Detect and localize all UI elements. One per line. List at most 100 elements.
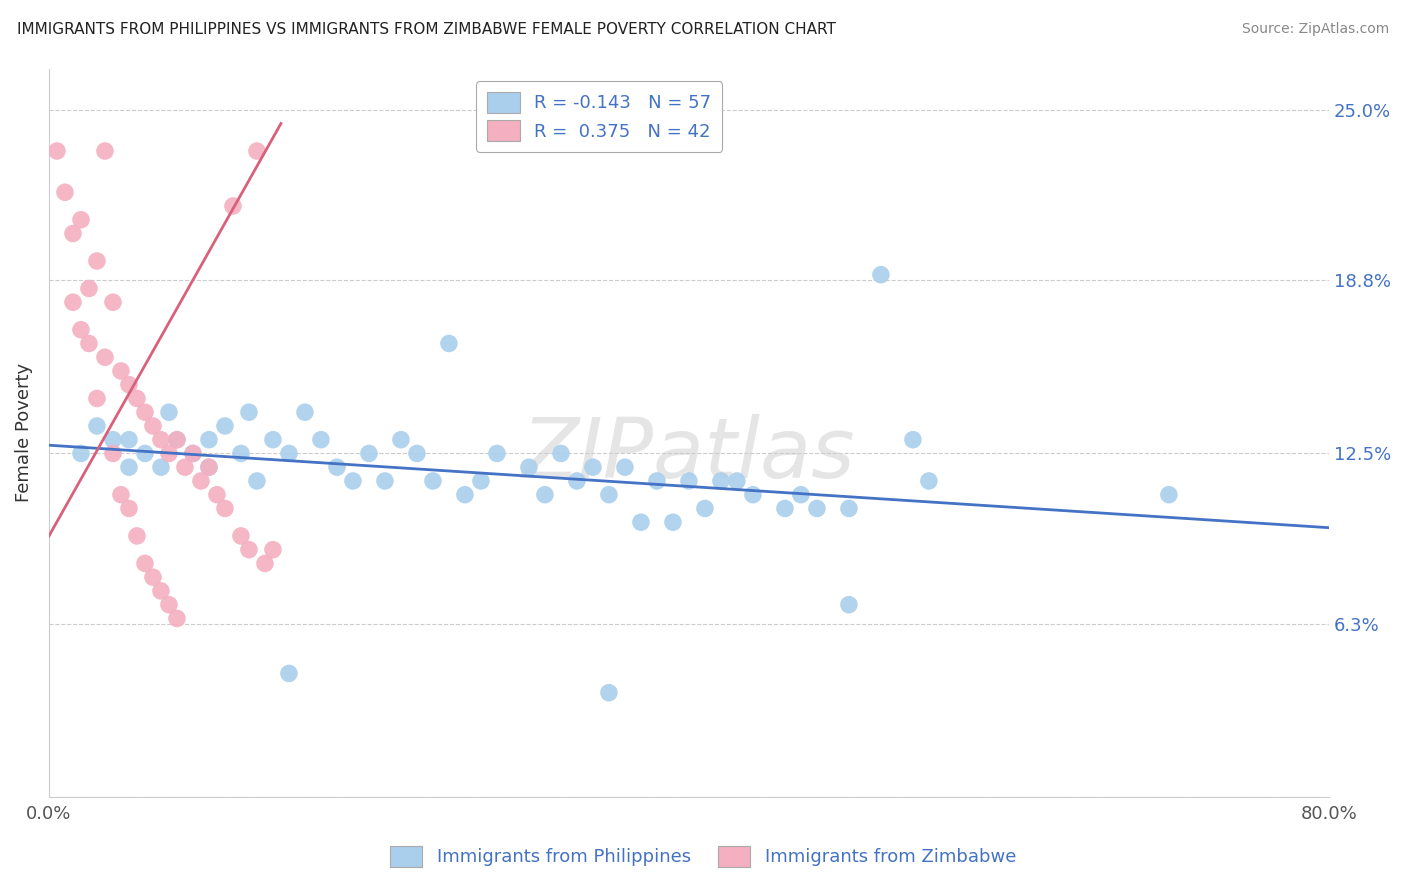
Point	[262, 542, 284, 557]
Point	[238, 405, 260, 419]
Point	[918, 474, 941, 488]
Legend: R = -0.143   N = 57, R =  0.375   N = 42: R = -0.143 N = 57, R = 0.375 N = 42	[477, 81, 723, 152]
Point	[110, 488, 132, 502]
Point	[70, 446, 93, 460]
Point	[86, 254, 108, 268]
Point	[214, 501, 236, 516]
Point	[62, 295, 84, 310]
Point	[62, 227, 84, 241]
Point	[198, 433, 221, 447]
Point	[838, 598, 860, 612]
Point	[678, 474, 700, 488]
Point	[374, 474, 396, 488]
Point	[118, 433, 141, 447]
Point	[598, 488, 620, 502]
Point	[389, 433, 412, 447]
Point	[326, 460, 349, 475]
Point	[342, 474, 364, 488]
Point	[294, 405, 316, 419]
Point	[70, 323, 93, 337]
Point	[693, 501, 716, 516]
Point	[517, 460, 540, 475]
Point	[101, 295, 124, 310]
Point	[437, 336, 460, 351]
Point	[238, 542, 260, 557]
Point	[118, 501, 141, 516]
Point	[742, 488, 765, 502]
Point	[149, 433, 172, 447]
Point	[110, 364, 132, 378]
Point	[1157, 488, 1180, 502]
Point	[101, 446, 124, 460]
Legend: Immigrants from Philippines, Immigrants from Zimbabwe: Immigrants from Philippines, Immigrants …	[382, 838, 1024, 874]
Point	[870, 268, 893, 282]
Point	[142, 570, 165, 584]
Point	[662, 515, 685, 529]
Point	[454, 488, 477, 502]
Point	[134, 557, 156, 571]
Point	[534, 488, 557, 502]
Point	[77, 281, 100, 295]
Point	[278, 446, 301, 460]
Point	[125, 529, 148, 543]
Point	[838, 501, 860, 516]
Point	[773, 501, 796, 516]
Point	[790, 488, 813, 502]
Point	[613, 460, 636, 475]
Point	[174, 460, 197, 475]
Point	[309, 433, 332, 447]
Point	[901, 433, 924, 447]
Point	[149, 460, 172, 475]
Point	[229, 529, 252, 543]
Point	[198, 460, 221, 475]
Text: Source: ZipAtlas.com: Source: ZipAtlas.com	[1241, 22, 1389, 37]
Point	[630, 515, 652, 529]
Point	[598, 686, 620, 700]
Point	[118, 460, 141, 475]
Point	[125, 392, 148, 406]
Point	[710, 474, 733, 488]
Point	[142, 419, 165, 434]
Point	[134, 405, 156, 419]
Point	[246, 144, 269, 158]
Point	[94, 144, 117, 158]
Point	[190, 474, 212, 488]
Point	[157, 598, 180, 612]
Point	[645, 474, 668, 488]
Point	[118, 377, 141, 392]
Point	[357, 446, 380, 460]
Point	[485, 446, 508, 460]
Point	[181, 446, 204, 460]
Point	[166, 433, 188, 447]
Point	[86, 392, 108, 406]
Point	[46, 144, 69, 158]
Point	[101, 433, 124, 447]
Point	[422, 474, 444, 488]
Point	[246, 474, 269, 488]
Point	[94, 350, 117, 364]
Point	[157, 405, 180, 419]
Point	[262, 433, 284, 447]
Point	[253, 557, 276, 571]
Point	[70, 212, 93, 227]
Text: ZIPatlas: ZIPatlas	[522, 414, 856, 495]
Point	[278, 666, 301, 681]
Text: IMMIGRANTS FROM PHILIPPINES VS IMMIGRANTS FROM ZIMBABWE FEMALE POVERTY CORRELATI: IMMIGRANTS FROM PHILIPPINES VS IMMIGRANT…	[17, 22, 835, 37]
Point	[565, 474, 588, 488]
Point	[86, 419, 108, 434]
Point	[550, 446, 572, 460]
Point	[406, 446, 429, 460]
Point	[222, 199, 245, 213]
Point	[134, 446, 156, 460]
Point	[214, 419, 236, 434]
Y-axis label: Female Poverty: Female Poverty	[15, 363, 32, 502]
Point	[582, 460, 605, 475]
Point	[229, 446, 252, 460]
Point	[149, 583, 172, 598]
Point	[205, 488, 228, 502]
Point	[166, 433, 188, 447]
Point	[157, 446, 180, 460]
Point	[198, 460, 221, 475]
Point	[725, 474, 748, 488]
Point	[77, 336, 100, 351]
